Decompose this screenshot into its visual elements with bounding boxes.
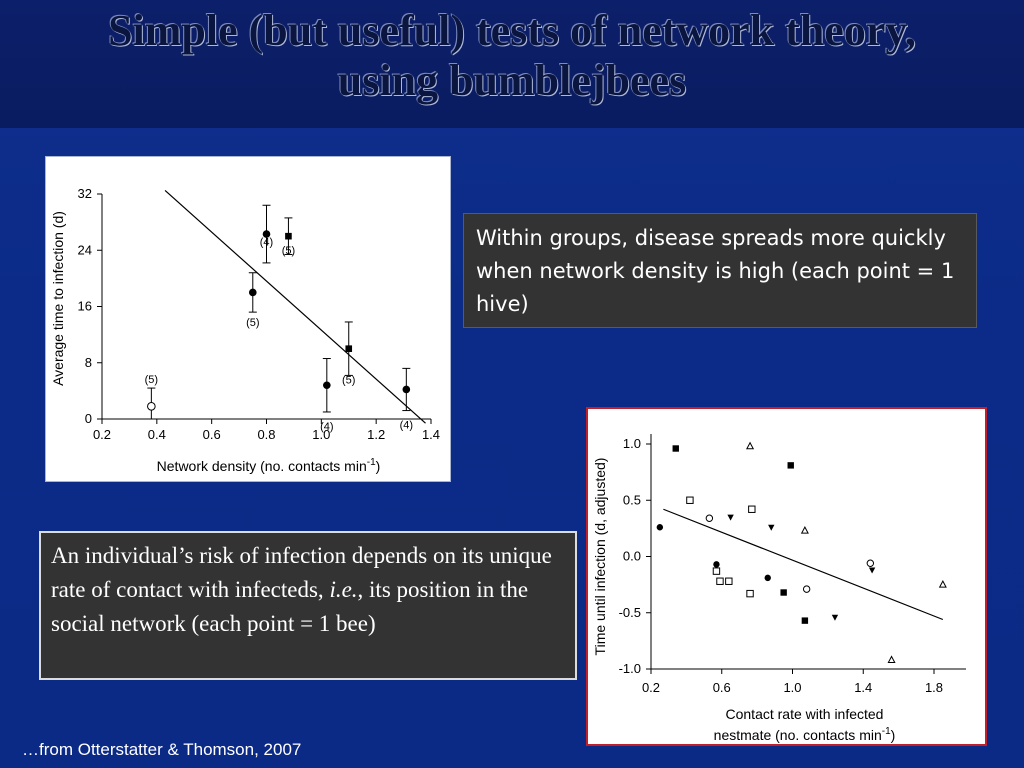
x-tick-label: 0.8 [257, 427, 275, 442]
hive-finding-note: Within groups, disease spreads more quic… [463, 213, 977, 328]
data-point [323, 381, 331, 390]
data-point [802, 585, 811, 593]
data-point [780, 589, 787, 596]
data-point [800, 526, 809, 534]
x-axis-label-line1: Contact rate with infected [726, 706, 884, 722]
data-point [727, 514, 734, 521]
data-point [262, 230, 271, 238]
data-point [868, 567, 876, 574]
y-tick-label: 32 [78, 186, 92, 201]
data-point [831, 614, 839, 621]
data-point [705, 514, 714, 522]
data-point [248, 288, 257, 297]
x-tick-label: 1.0 [783, 680, 801, 695]
data-point [801, 617, 809, 624]
data-point [345, 345, 353, 352]
y-axis-label: Average time to infection (d) [50, 211, 66, 386]
y-tick-label: 1.0 [623, 436, 641, 451]
y-tick-label: -0.5 [619, 605, 641, 620]
note2-text-ie: i.e. [329, 577, 358, 602]
data-point [746, 441, 755, 450]
citation: …from Otterstatter & Thomson, 2007 [22, 740, 302, 759]
sample-size-label: (5) [145, 374, 158, 386]
data-point [748, 505, 756, 513]
x-tick-label: 1.0 [312, 427, 330, 442]
x-axis-label: Network density (no. contacts min-1) [157, 457, 381, 474]
data-point [716, 577, 724, 585]
data-point [725, 577, 733, 585]
x-tick-label: 0.6 [713, 680, 731, 695]
x-tick-label: 0.4 [148, 427, 166, 442]
y-tick-label: -1.0 [619, 661, 641, 676]
y-tick-label: 8 [85, 355, 92, 370]
data-point [656, 524, 664, 531]
data-point [938, 580, 947, 588]
y-tick-label: 0 [85, 411, 92, 426]
data-point [887, 655, 896, 664]
x-tick-label: 0.2 [93, 427, 111, 442]
individual-finding-note: An individual’s risk of infection depend… [39, 531, 577, 680]
data-point [746, 589, 754, 598]
x-axis-label-line2: nestmate (no. contacts min-1) [714, 726, 896, 743]
x-tick-label: 0.6 [203, 427, 221, 442]
data-point [866, 559, 875, 567]
data-point [768, 524, 775, 531]
sample-size-label: (5) [246, 317, 259, 329]
x-tick-label: 1.4 [854, 680, 872, 695]
data-point [712, 567, 721, 575]
contact-rate-chart: 0.2 0.6 1.0 1.4 1.8 -1.0 -0.5 0.0 0.5 1.0 Contact … [592, 434, 966, 743]
hive-density-chart: 0.2 0.4 0.6 0.8 1.0 1.2 1.4 0 8 16 24 32 Network den… [50, 186, 440, 474]
data-point [686, 496, 694, 504]
note2-text-a: An individual’s risk of infection depend… [51, 543, 552, 602]
data-point [147, 402, 156, 411]
y-tick-label: 16 [78, 299, 92, 314]
data-point [713, 561, 720, 568]
slide-title-line1: Simple (but useful) tests of network the… [108, 6, 916, 55]
data-point [285, 232, 292, 240]
data-point [787, 462, 794, 469]
data-point [402, 385, 411, 394]
sample-size-label: (4) [320, 421, 333, 433]
hive-density-chart-panel: 0.2 0.4 0.6 0.8 1.0 1.2 1.4 0 8 16 24 32 Network den… [45, 156, 451, 482]
regression-line [663, 508, 944, 621]
data-point [764, 574, 771, 582]
x-tick-label: 1.8 [925, 680, 943, 695]
note2-text-b: , its position in the social network (ea… [51, 577, 529, 636]
sample-size-label: (5) [282, 245, 295, 257]
y-axis-label: Time until infection (d, adjusted) [592, 458, 608, 656]
x-tick-label: 1.2 [367, 427, 385, 442]
contact-rate-chart-panel: 0.2 0.6 1.0 1.4 1.8 -1.0 -0.5 0.0 0.5 1.0 Contact … [586, 407, 987, 746]
title-band [0, 0, 1024, 128]
slide-title: Simple (but useful) tests of network the… [0, 6, 1024, 106]
y-tick-label: 0.0 [623, 549, 641, 564]
regression-line [164, 190, 426, 424]
y-tick-label: 24 [78, 242, 92, 257]
data-point [672, 445, 679, 452]
sample-size-label: (5) [342, 374, 355, 386]
y-tick-label: 0.5 [623, 492, 641, 507]
sample-size-label: (4) [400, 420, 413, 432]
slide-title-line2: using bumblejbees [337, 56, 687, 105]
x-tick-label: 1.4 [422, 427, 440, 442]
sample-size-label: (4) [260, 236, 273, 248]
x-tick-label: 0.2 [642, 680, 660, 695]
